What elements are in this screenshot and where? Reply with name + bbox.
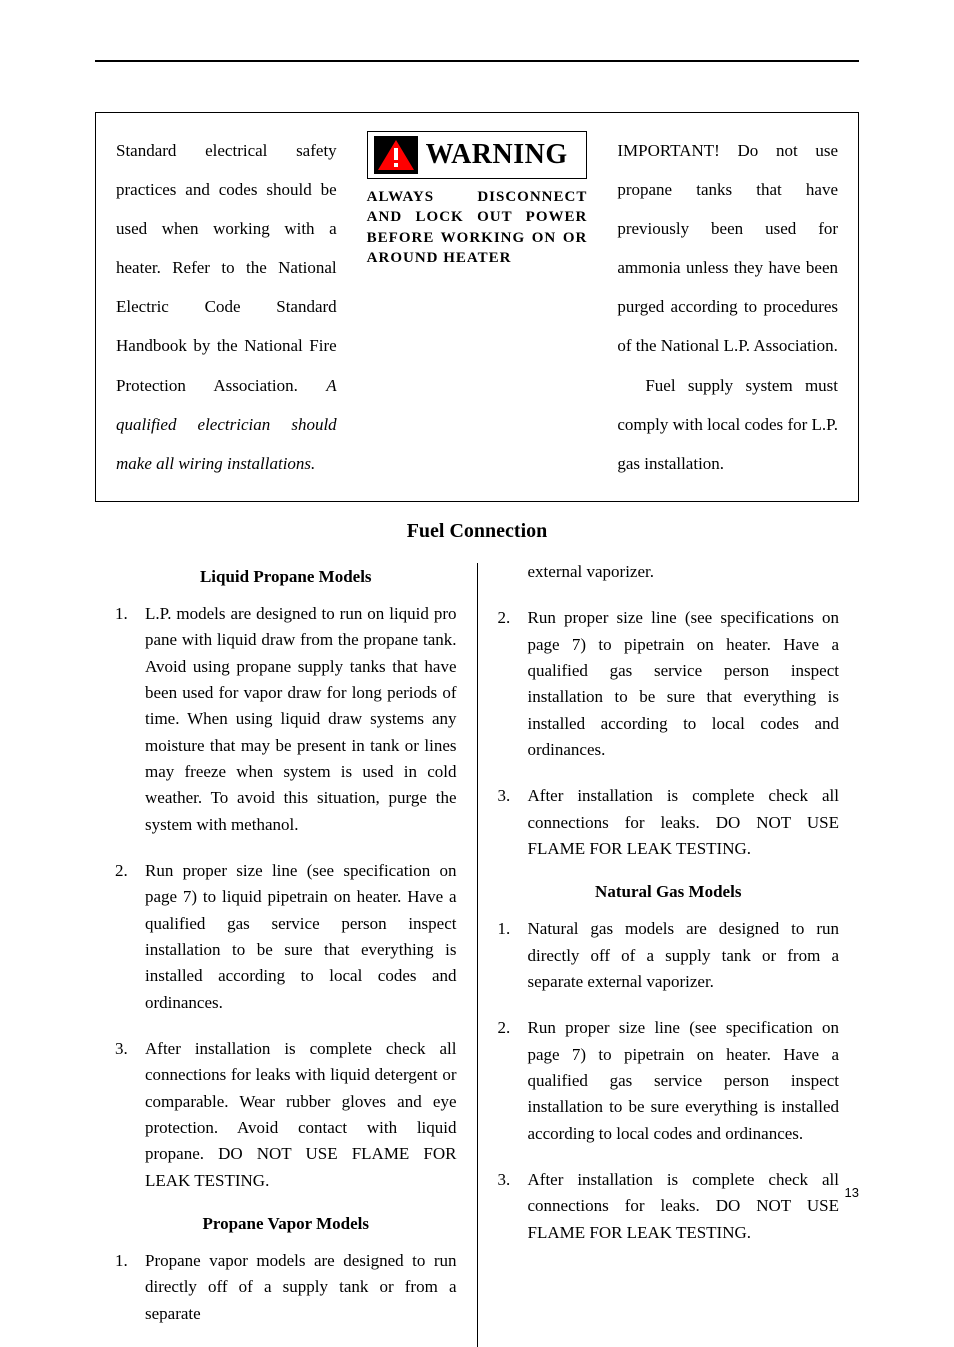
pv-continuation: external vaporizer. xyxy=(498,559,840,585)
list-item: After installation is complete check all… xyxy=(498,783,840,862)
list-item: Run proper size line (see specification … xyxy=(115,858,457,1016)
left-column: Liquid Propane Models L.P. models are de… xyxy=(95,559,477,1347)
warning-banner: WARNING xyxy=(367,131,588,179)
col3-p1: IMPORTANT! Do not use propane tanks that… xyxy=(617,131,838,366)
ng-list: Natural gas models are designed to run d… xyxy=(498,916,840,1246)
right-column: external vaporizer. Run proper size line… xyxy=(478,559,860,1347)
list-item: Run proper size line (see specifications… xyxy=(498,605,840,763)
heading-pv: Propane Vapor Models xyxy=(115,1214,457,1234)
heading-ng: Natural Gas Models xyxy=(498,882,840,902)
list-item: Run proper size line (see specification … xyxy=(498,1015,840,1147)
list-item: Natural gas models are designed to run d… xyxy=(498,916,840,995)
warning-subtext: ALWAYS DISCONNECT AND LOCK OUT POWER BEF… xyxy=(367,187,588,268)
section-title: Fuel Connection xyxy=(95,520,859,543)
page-number: 13 xyxy=(845,1185,859,1200)
warning-triangle-icon xyxy=(374,136,418,174)
top-col-2: WARNING ALWAYS DISCONNECT AND LOCK OUT P… xyxy=(367,131,588,483)
col1-text: Standard electrical safety practices and… xyxy=(116,141,337,395)
list-item: After installation is complete check all… xyxy=(115,1036,457,1194)
list-item: L.P. models are designed to run on liqui… xyxy=(115,601,457,838)
list-item: Propane vapor models are designed to run… xyxy=(115,1248,457,1327)
col3-p2: Fuel supply system must comply with loca… xyxy=(617,366,838,483)
lp-list: L.P. models are designed to run on liqui… xyxy=(115,601,457,1194)
top-info-box: Standard electrical safety practices and… xyxy=(95,112,859,502)
two-column-body: Liquid Propane Models L.P. models are de… xyxy=(95,559,859,1347)
pv-list-rest: Run proper size line (see specifications… xyxy=(498,605,840,862)
warning-label: WARNING xyxy=(426,139,568,171)
top-col-3: IMPORTANT! Do not use propane tanks that… xyxy=(617,131,838,483)
top-rule xyxy=(95,60,859,62)
list-item: After installation is complete check all… xyxy=(498,1167,840,1246)
top-col-1: Standard electrical safety practices and… xyxy=(116,131,337,483)
heading-lp: Liquid Propane Models xyxy=(115,567,457,587)
pv-list-start: Propane vapor models are designed to run… xyxy=(115,1248,457,1327)
